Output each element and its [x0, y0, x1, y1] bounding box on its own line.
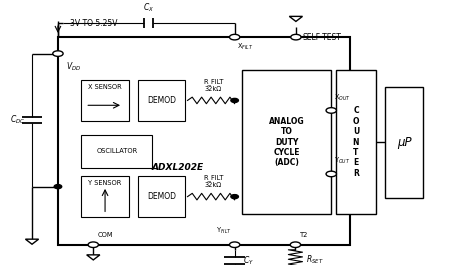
FancyBboxPatch shape — [58, 37, 350, 245]
FancyBboxPatch shape — [82, 80, 128, 121]
Text: DEMOD: DEMOD — [147, 96, 176, 105]
Circle shape — [326, 171, 337, 177]
Text: COM: COM — [98, 232, 113, 238]
Text: T2: T2 — [300, 232, 309, 238]
Polygon shape — [26, 239, 38, 244]
Text: Y$_{FILT}$: Y$_{FILT}$ — [217, 226, 232, 236]
Circle shape — [54, 185, 62, 189]
Text: R_FILT
32kΩ: R_FILT 32kΩ — [203, 78, 224, 92]
Text: SELF-TEST: SELF-TEST — [303, 33, 342, 42]
Polygon shape — [87, 255, 100, 260]
Circle shape — [290, 242, 301, 247]
Circle shape — [326, 108, 337, 113]
Text: X SENSOR: X SENSOR — [88, 83, 122, 90]
Circle shape — [291, 34, 301, 40]
Text: DEMOD: DEMOD — [147, 192, 176, 201]
Text: X$_{OUT}$: X$_{OUT}$ — [334, 93, 350, 103]
Circle shape — [53, 51, 63, 56]
Circle shape — [229, 34, 240, 40]
Circle shape — [231, 194, 238, 199]
FancyBboxPatch shape — [82, 176, 128, 217]
Text: ANALOG
TO
DUTY
CYCLE
(ADC): ANALOG TO DUTY CYCLE (ADC) — [269, 117, 304, 168]
Text: Y$_{OUT}$: Y$_{OUT}$ — [334, 156, 350, 166]
Text: μP: μP — [397, 136, 411, 149]
Text: C
O
U
N
T
E
R: C O U N T E R — [353, 107, 359, 178]
FancyBboxPatch shape — [82, 134, 152, 168]
FancyBboxPatch shape — [138, 176, 185, 217]
Text: $C_X$: $C_X$ — [143, 2, 154, 14]
Text: ADXL202E: ADXL202E — [152, 163, 204, 172]
Text: $C_{DC}$: $C_{DC}$ — [10, 114, 26, 126]
Text: X$_{FILT}$: X$_{FILT}$ — [237, 42, 253, 52]
FancyBboxPatch shape — [336, 70, 376, 214]
FancyBboxPatch shape — [385, 87, 423, 198]
Circle shape — [88, 242, 99, 247]
Text: OSCILLATOR: OSCILLATOR — [96, 148, 137, 154]
Circle shape — [229, 242, 240, 247]
Text: $R_{SET}$: $R_{SET}$ — [306, 253, 323, 266]
Text: $V_{DD}$: $V_{DD}$ — [66, 61, 82, 73]
Text: 3V TO 5.25V: 3V TO 5.25V — [70, 19, 117, 28]
Text: R_FILT
32kΩ: R_FILT 32kΩ — [203, 175, 224, 188]
FancyBboxPatch shape — [242, 70, 331, 214]
Circle shape — [231, 98, 238, 102]
Text: $C_Y$: $C_Y$ — [243, 254, 254, 267]
FancyBboxPatch shape — [138, 80, 185, 121]
Text: Y SENSOR: Y SENSOR — [88, 180, 122, 186]
Polygon shape — [289, 16, 302, 22]
